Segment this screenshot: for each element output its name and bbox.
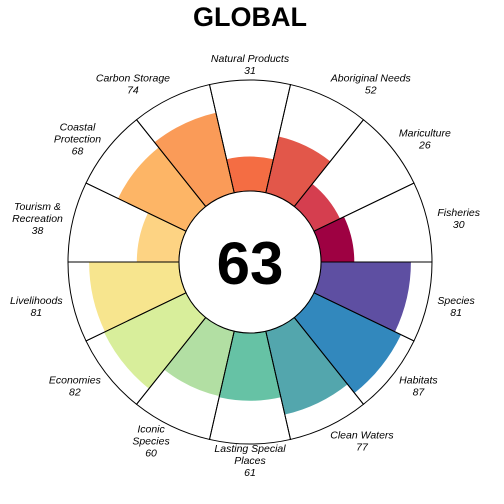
petal-mariculture [294, 183, 340, 232]
petal-lasting-special-places [219, 331, 281, 401]
petal-economies [104, 292, 206, 389]
petal-carbon-storage [154, 112, 235, 207]
goal-label: Aboriginal Needs 52 [330, 73, 412, 97]
goal-name: Protection [54, 134, 101, 146]
center-hole [178, 190, 322, 334]
goal-score: 38 [32, 225, 44, 237]
goal-label: Economies 82 [49, 374, 102, 398]
goal-name: Livelihoods [10, 295, 63, 307]
goal-label: Mariculture 26 [399, 128, 451, 152]
chart-title: GLOBAL [193, 2, 307, 32]
center-score: 63 [217, 230, 284, 297]
goal-score: 61 [244, 467, 256, 479]
goal-name: Natural Products [211, 53, 290, 65]
goal-score: 30 [453, 219, 465, 231]
petal-tourism-recreation [136, 212, 187, 262]
goal-label: Species 81 [437, 295, 475, 319]
goal-score: 74 [127, 85, 139, 97]
goal-score: 81 [450, 307, 462, 319]
goal-label: Iconic Species 60 [132, 423, 170, 459]
goal-label: Livelihoods 81 [10, 295, 63, 319]
goal-name: Economies [49, 374, 102, 386]
goal-label: Clean Waters 77 [330, 429, 394, 453]
goal-label: Tourism & Recreation 38 [12, 201, 63, 237]
goal-name: Tourism & [14, 201, 61, 213]
goal-label: Fisheries 30 [437, 207, 480, 231]
goal-name: Mariculture [399, 128, 451, 140]
petal-coastal-protection [118, 147, 206, 232]
goal-score: 52 [365, 85, 377, 97]
goal-label: Habitats 87 [399, 374, 438, 398]
goal-name: Lasting Special [214, 443, 286, 455]
goal-score: 68 [72, 146, 84, 158]
goal-score: 82 [69, 386, 81, 398]
goal-score: 77 [356, 441, 369, 453]
goal-name: Carbon Storage [96, 73, 170, 85]
goal-score: 81 [30, 307, 42, 319]
petal-habitats [294, 292, 401, 394]
petal-iconic-species [164, 317, 235, 397]
goal-score: 60 [145, 447, 157, 459]
goal-score: 26 [418, 140, 431, 152]
goal-score: 31 [244, 65, 256, 77]
petal-livelihoods [89, 262, 187, 332]
goal-name: Aboriginal Needs [330, 73, 412, 85]
goal-name: Species [437, 295, 475, 307]
petal-aboriginal-needs [265, 136, 331, 207]
goal-score: 87 [413, 386, 426, 398]
goal-label: Coastal Protection 68 [54, 122, 101, 158]
goal-name: Fisheries [437, 207, 480, 219]
goal-label: Carbon Storage 74 [96, 73, 170, 97]
goal-label: Lasting Special Places 61 [214, 443, 286, 479]
goal-name: Iconic [137, 423, 165, 435]
goal-name: Habitats [399, 374, 438, 386]
petal-species [313, 262, 411, 332]
goal-name: Species [132, 435, 170, 447]
goal-name: Places [234, 455, 266, 467]
goal-name: Coastal [60, 122, 96, 134]
goal-name: Recreation [12, 213, 63, 225]
goal-label: Natural Products 31 [211, 53, 290, 77]
goal-name: Clean Waters [330, 429, 394, 441]
petal-natural-products [226, 156, 274, 193]
petal-clean-waters [265, 317, 348, 415]
petals [89, 112, 411, 415]
petal-fisheries [313, 216, 355, 262]
